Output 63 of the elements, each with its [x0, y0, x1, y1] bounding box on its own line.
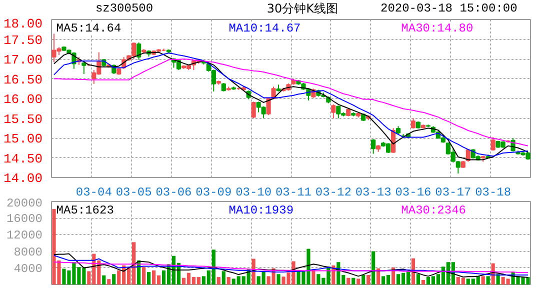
chart-subtitle: 30分钟K线图: [266, 2, 338, 16]
y-tick-label: 17.00: [3, 52, 43, 68]
y-tick-label: 14.50: [3, 151, 43, 166]
y-tick-label: 12000: [6, 228, 43, 243]
bar: [346, 278, 350, 284]
text: MA30:14.80: [401, 22, 474, 36]
bar: [102, 275, 106, 284]
bar: [481, 276, 485, 284]
x-tick-label: 03-04: [76, 186, 112, 200]
x-tick-label: 03-18: [475, 186, 512, 200]
y-tick-label: 18.00: [3, 16, 43, 32]
y-tick-label: 16.50: [3, 72, 43, 88]
x-tick-label: 03-17: [435, 186, 472, 200]
x-tick-label: 03-16: [395, 186, 432, 200]
text: MA5:1623: [56, 204, 114, 218]
x-tick-label: 03-06: [156, 186, 192, 200]
text: 2020-03-18 15:00:00: [380, 2, 518, 16]
bar: [222, 271, 226, 284]
bar: [142, 267, 146, 284]
candlestick: [251, 101, 256, 119]
bar: [421, 280, 426, 284]
candlestick: [371, 138, 376, 154]
bar: [376, 268, 380, 284]
y-tick-label: 17.50: [3, 32, 43, 48]
bar: [362, 274, 366, 284]
y-tick-label: 16000: [6, 212, 43, 226]
bar: [276, 274, 280, 284]
bar: [486, 276, 490, 284]
text: MA30:2346: [401, 204, 466, 218]
x-tick-label: 03-09: [196, 186, 232, 200]
bar: [352, 278, 356, 284]
bar: [366, 274, 370, 284]
y-tick-label: 14.00: [3, 171, 43, 186]
y-tick-label: 15.50: [3, 112, 43, 127]
series-label: MA5:14.64: [56, 22, 122, 36]
bar: [356, 278, 360, 284]
y-tick-label: 8000: [14, 245, 43, 260]
y-tick-label: 16.00: [3, 92, 43, 107]
y-tick-label: 15.00: [3, 132, 43, 146]
x-tick-label: 03-13: [355, 186, 392, 200]
bar: [107, 279, 111, 284]
candlestick: [490, 136, 496, 152]
bar: [372, 251, 376, 284]
x-tick-label: 03-05: [116, 186, 152, 200]
y-tick-label: 4000: [14, 262, 43, 276]
bar: [147, 272, 151, 284]
line-series: [53, 58, 529, 146]
candlestick: [410, 118, 416, 130]
x-tick-label: 03-10: [236, 186, 272, 200]
x-tick-label: 03-11: [275, 186, 312, 200]
y-tick-label: 20000: [6, 196, 43, 210]
text: MA10:1939: [228, 204, 294, 218]
candlestick: [82, 62, 86, 75]
bar: [216, 277, 220, 284]
x-tick-label: 03-12: [315, 186, 352, 200]
bar: [416, 274, 420, 284]
candlestick: [331, 104, 336, 119]
candlestick: [136, 42, 142, 60]
bar: [112, 274, 116, 284]
line-series: [53, 262, 529, 273]
text: MA10:14.67: [228, 22, 301, 36]
chart-title: sz300500: [95, 2, 154, 16]
bar: [226, 277, 230, 284]
